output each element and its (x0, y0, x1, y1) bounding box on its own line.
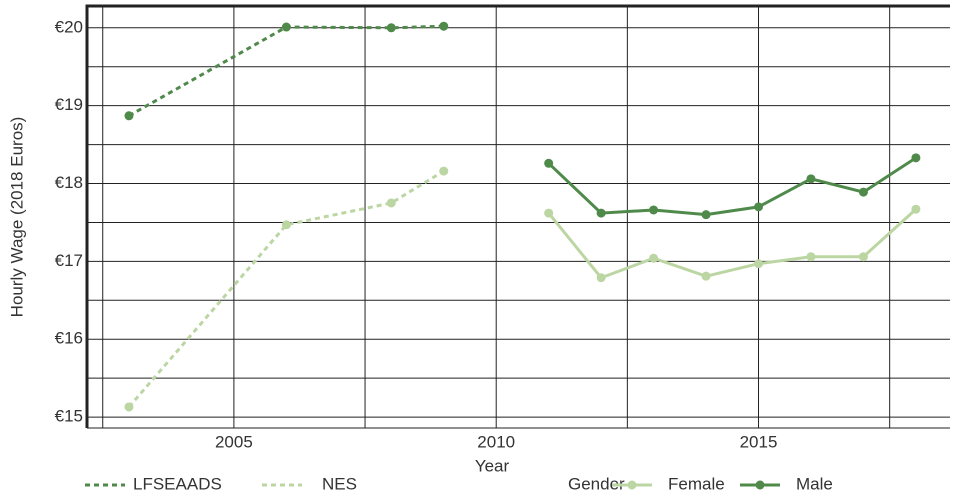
y-tick-label: €16 (55, 329, 83, 348)
series-line (127, 169, 445, 408)
point (858, 187, 868, 197)
point (701, 210, 711, 220)
point (649, 205, 659, 215)
point (911, 204, 921, 214)
y-tick-label: €19 (55, 95, 83, 114)
point (806, 174, 816, 184)
point (439, 166, 449, 176)
point (649, 253, 659, 263)
x-axis-label: Year (475, 456, 510, 475)
point (701, 271, 711, 281)
y-axis-label: Hourly Wage (2018 Euros) (7, 117, 26, 318)
point (386, 198, 396, 208)
x-tick-label: 2015 (740, 432, 778, 451)
point (544, 158, 554, 168)
legend-label: NES (322, 474, 357, 493)
series-line (547, 156, 917, 217)
point (124, 402, 134, 412)
legend-dot (755, 480, 765, 490)
point (806, 252, 816, 262)
y-tick-label: €18 (55, 173, 83, 192)
legend-title: Gender (568, 474, 625, 493)
x-tick-label: 2005 (215, 432, 253, 451)
point (544, 208, 554, 218)
x-tick-label: 2010 (477, 432, 515, 451)
legend-label: Male (796, 474, 833, 493)
point (386, 23, 396, 33)
point (754, 259, 764, 269)
legend-label: Female (668, 474, 725, 493)
point (858, 252, 868, 262)
series-line (547, 208, 917, 280)
y-tick-label: €15 (55, 407, 83, 426)
point (754, 202, 764, 212)
y-tick-label: €17 (55, 251, 83, 270)
point (281, 22, 291, 32)
point (596, 273, 606, 283)
point (911, 153, 921, 163)
point (281, 220, 291, 230)
legend-dot (627, 480, 637, 490)
point (124, 111, 134, 121)
point (596, 208, 606, 218)
series-line (128, 24, 444, 118)
panel-border (85, 4, 950, 428)
point (439, 21, 449, 31)
legend-label: LFSEAADS (133, 474, 222, 493)
y-tick-label: €20 (55, 17, 83, 36)
